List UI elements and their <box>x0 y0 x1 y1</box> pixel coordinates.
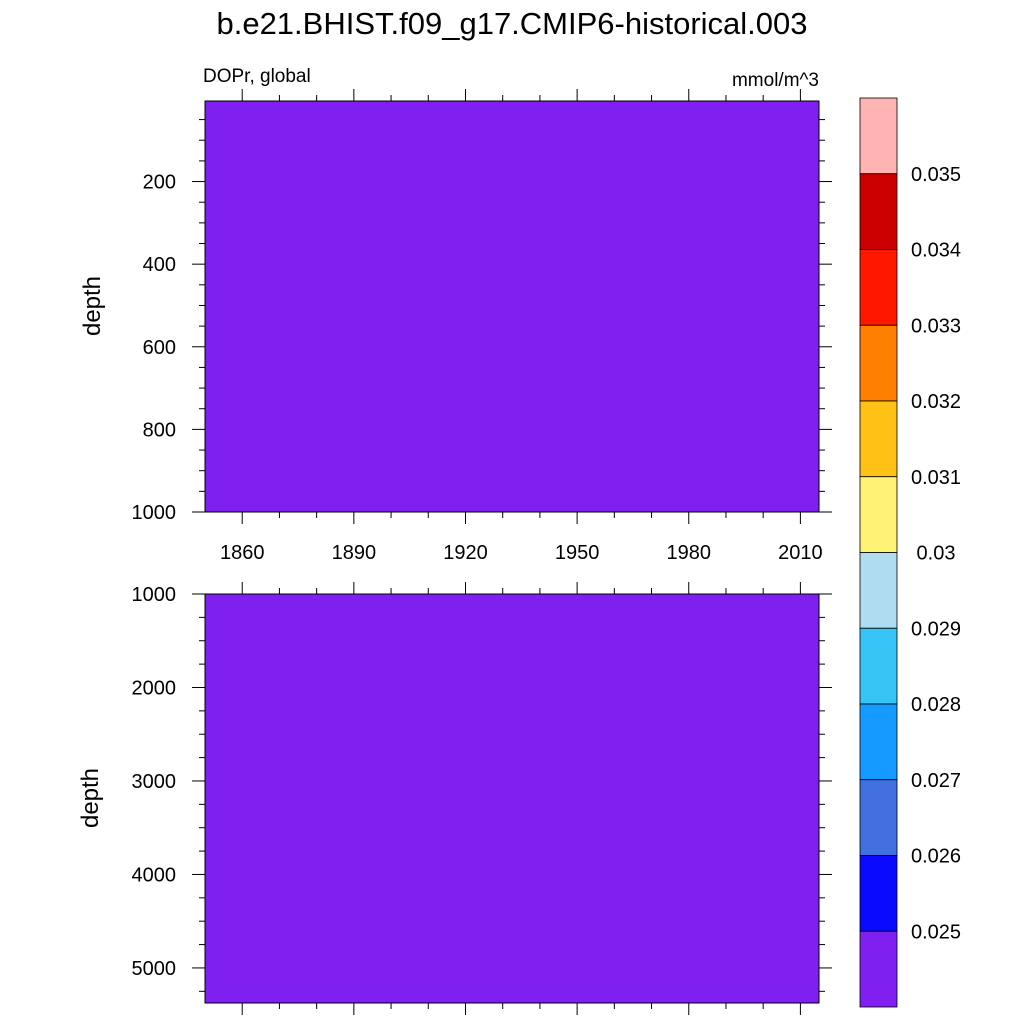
upper-y-axis-label: depth <box>79 276 106 336</box>
colorbar-box <box>859 779 898 856</box>
colorbar: 0.025 0.026 0.027 0.028 0.029 0.03 0.031 0.032 0… <box>859 97 961 1008</box>
colorbar-box <box>859 552 898 629</box>
colorbar-box <box>859 324 898 402</box>
lower-panel: 1000 2000 3000 4000 5000 depth <box>77 582 832 1015</box>
colorbar-label: 0.034 <box>911 240 961 262</box>
y-tick-label: 400 <box>143 254 176 276</box>
colorbar-box <box>859 97 898 175</box>
chart-title: b.e21.BHIST.f09_g17.CMIP6-historical.003 <box>216 6 807 41</box>
colorbar-label: 0.025 <box>911 921 961 943</box>
units-label: mmol/m^3 <box>732 70 819 91</box>
colorbar-label: 0.028 <box>911 694 961 716</box>
upper-panel: 200 400 600 800 1000 1860 1890 1920 1950 1980 201… <box>79 89 832 564</box>
x-tick-label: 1980 <box>667 542 712 564</box>
colorbar-box <box>859 855 898 932</box>
y-tick-label: 200 <box>143 172 176 194</box>
upper-x-axis: 1860 1890 1920 1950 1980 2010 <box>220 89 823 564</box>
y-tick-label: 2000 <box>132 677 177 699</box>
lower-y-axis-label: depth <box>77 768 104 828</box>
colorbar-box <box>859 476 898 553</box>
lower-panel-fill <box>204 593 820 1004</box>
y-tick-label: 4000 <box>132 864 177 886</box>
colorbar-box <box>859 627 898 705</box>
y-tick-label: 1000 <box>132 502 177 524</box>
colorbar-label: 0.029 <box>911 618 961 640</box>
y-tick-label: 1000 <box>132 584 177 606</box>
upper-y-axis: 200 400 600 800 1000 <box>132 119 832 524</box>
colorbar-label: 0.03 <box>917 543 956 565</box>
y-tick-label: 3000 <box>132 771 177 793</box>
colorbar-label: 0.027 <box>911 770 961 792</box>
x-tick-label: 1950 <box>555 542 600 564</box>
colorbar-box <box>859 173 898 250</box>
colorbar-box <box>859 400 898 478</box>
y-tick-label: 5000 <box>132 958 177 980</box>
y-tick-label: 800 <box>143 419 176 441</box>
colorbar-box <box>859 703 898 781</box>
colorbar-label: 0.035 <box>911 164 961 186</box>
colorbar-box <box>859 930 898 1008</box>
x-tick-label: 2010 <box>778 542 823 564</box>
x-tick-label: 1890 <box>332 542 377 564</box>
colorbar-label: 0.033 <box>911 315 961 337</box>
lower-x-axis <box>241 582 801 1015</box>
x-tick-label: 1860 <box>220 542 265 564</box>
colorbar-label: 0.031 <box>911 467 961 489</box>
upper-panel-fill <box>204 100 820 513</box>
colorbar-label: 0.032 <box>911 391 961 413</box>
colorbar-label: 0.026 <box>911 846 961 868</box>
colorbar-box <box>859 249 898 326</box>
variable-label: DOPr, global <box>203 66 311 87</box>
y-tick-label: 600 <box>143 337 176 359</box>
lower-y-axis: 1000 2000 3000 4000 5000 <box>132 584 832 992</box>
x-tick-label: 1920 <box>443 542 488 564</box>
